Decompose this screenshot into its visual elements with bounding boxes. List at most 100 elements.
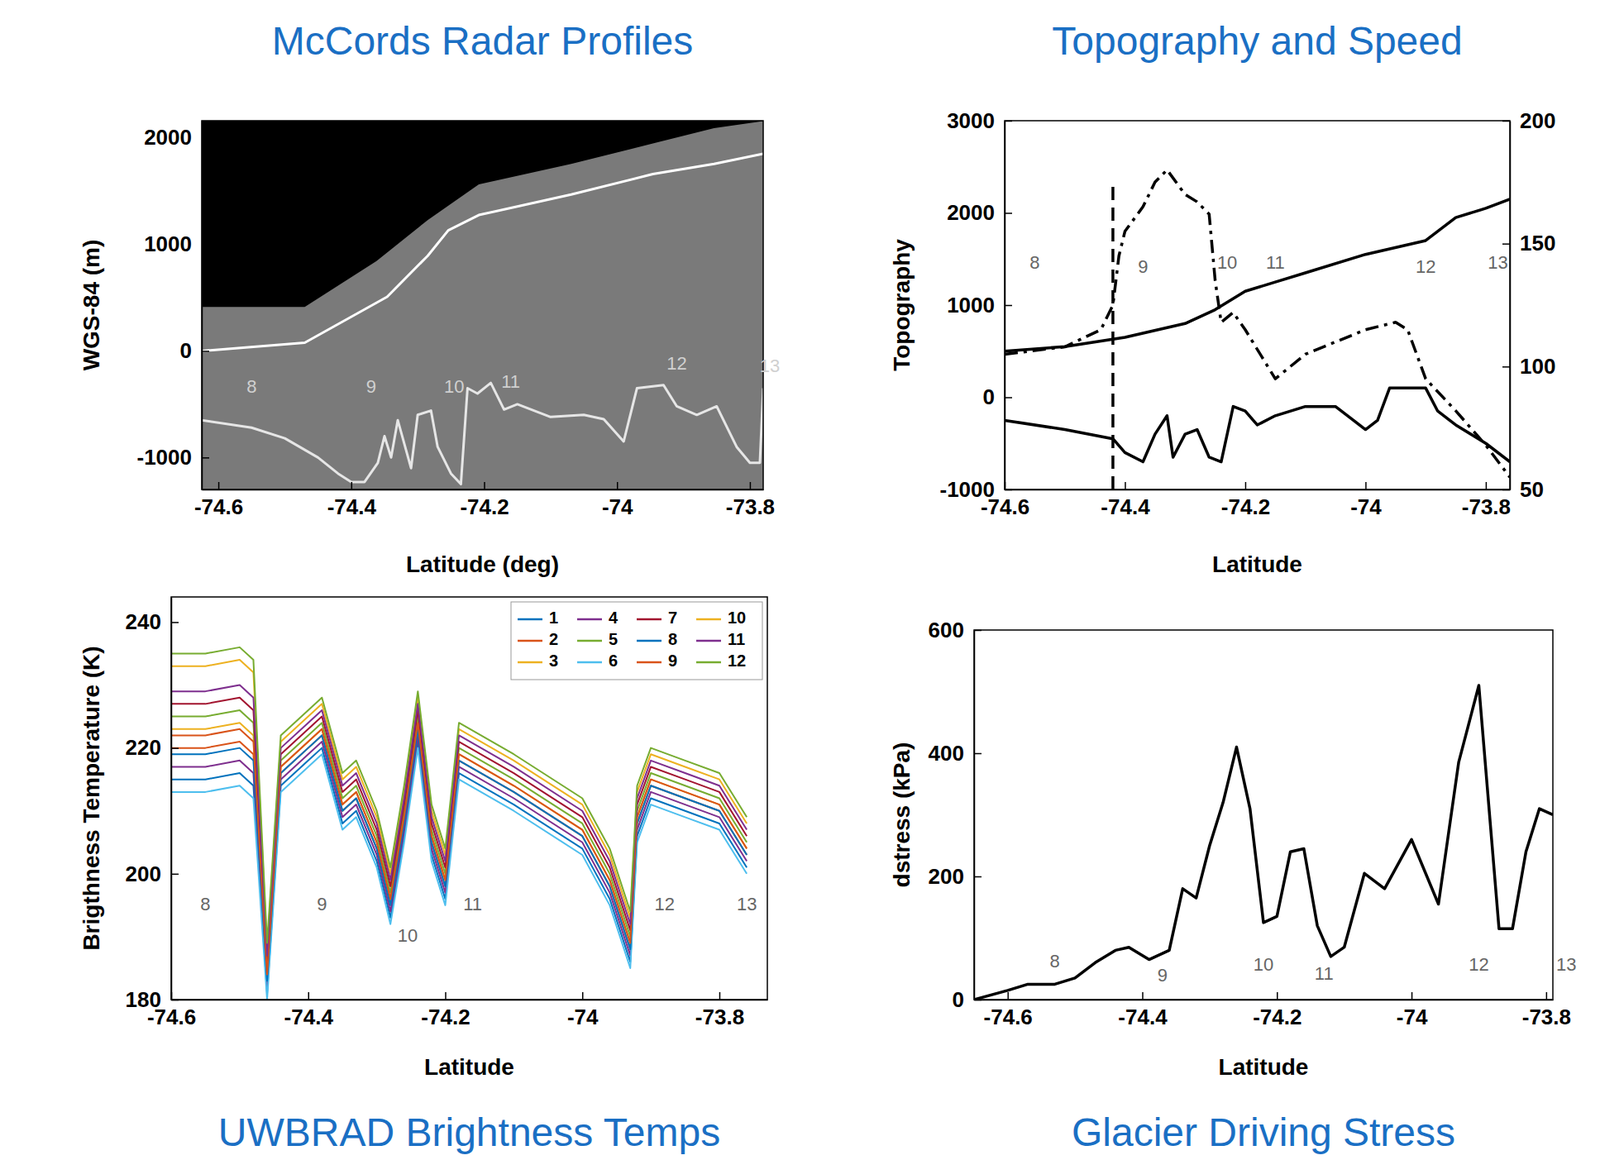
tick-mark — [974, 753, 982, 755]
tick-mark — [1007, 992, 1009, 1000]
legend-label: 4 — [608, 608, 619, 627]
plot-frame — [1004, 120, 1510, 490]
panel-title: McCords Radar Profiles — [272, 19, 693, 63]
tick: 0 — [952, 987, 982, 1013]
tick-label: 1000 — [143, 231, 192, 257]
tick-mark — [1276, 992, 1279, 1000]
x-axis: -74.6-74.4-74.2-74-73.8 — [980, 482, 1511, 520]
legend-swatch — [577, 640, 602, 643]
figure-root: -74.6-74.4-74.2-74-73.8-1000010002000891… — [0, 0, 1600, 1160]
tick-mark — [1004, 396, 1013, 399]
tick-label: 0 — [180, 338, 192, 363]
legend-label: 6 — [608, 651, 618, 670]
tick: -74 — [1350, 482, 1382, 520]
axis-line — [974, 999, 1554, 1002]
annotation: 11 — [1314, 963, 1334, 984]
tick: 200 — [1502, 108, 1556, 134]
panel: -74.6-74.4-74.2-74-73.802004006008910111… — [888, 617, 1577, 1155]
tick: -73.8 — [1461, 482, 1511, 520]
axis-line — [1509, 121, 1512, 491]
legend-swatch — [517, 661, 543, 664]
legend-swatch — [636, 661, 662, 664]
tick-mark — [1141, 992, 1144, 1000]
tick-label: -1000 — [137, 444, 193, 470]
tick-mark — [1502, 120, 1510, 123]
legend: 123456789101112 — [511, 601, 763, 680]
plot-marks — [201, 120, 764, 485]
annotation: 8 — [1029, 252, 1040, 273]
tick-mark — [974, 876, 982, 879]
x-axis-title: Latitude — [1218, 1054, 1309, 1080]
tick-label: -74.2 — [1252, 1004, 1302, 1030]
y2-axis: 50100150200 — [1502, 108, 1556, 502]
annotation: 9 — [316, 893, 327, 915]
tick-label: 2000 — [143, 124, 192, 150]
y-axis-title: Topography — [888, 238, 915, 372]
tick-mark — [444, 992, 447, 1000]
plot-marks — [171, 647, 747, 1000]
tick-mark — [974, 630, 982, 632]
tick-mark — [616, 482, 619, 490]
tick-mark — [582, 992, 584, 1000]
annotation: 13 — [736, 893, 757, 915]
tick-label: 0 — [983, 384, 995, 410]
tick-label: 100 — [1519, 353, 1556, 379]
legend-label: 11 — [727, 630, 746, 649]
plot-frame — [171, 597, 768, 1000]
tick-label: 200 — [928, 864, 965, 889]
plot-background — [171, 597, 768, 1000]
tick-label: -73.8 — [695, 1004, 745, 1030]
tick: -74.2 — [459, 482, 509, 520]
legend-label: 9 — [668, 651, 678, 670]
annotation: 12 — [654, 893, 674, 915]
line — [1004, 169, 1510, 478]
tick-mark — [483, 482, 486, 490]
tick-mark — [1245, 482, 1247, 490]
y-axis-title: WGS-84 (m) — [78, 239, 105, 372]
plot-background — [974, 630, 1553, 1000]
y-axis: 0200400600 — [928, 617, 982, 1013]
tick: -74 — [601, 482, 634, 520]
tick: 1000 — [946, 292, 1013, 318]
tick-label: 600 — [928, 617, 965, 643]
tick-label: 2000 — [946, 200, 995, 225]
annotation: 11 — [463, 893, 483, 915]
tick-mark — [1004, 212, 1013, 215]
x-axis: -74.6-74.4-74.2-74-73.8 — [147, 992, 769, 1030]
tick-mark — [1365, 482, 1367, 490]
tick: -1000 — [137, 444, 211, 470]
tick-mark — [1546, 992, 1548, 1000]
tick-label: 200 — [125, 861, 162, 887]
annotation: 8 — [200, 893, 211, 915]
line — [171, 659, 747, 950]
tick: -74 — [1396, 992, 1429, 1030]
legend-swatch — [636, 618, 662, 621]
tick-mark — [218, 482, 220, 490]
plot-background — [1004, 120, 1510, 490]
tick: 200 — [125, 861, 179, 887]
tick-label: 0 — [952, 987, 965, 1013]
axis-line — [201, 121, 204, 491]
annotation: 10 — [397, 925, 418, 946]
line — [171, 647, 747, 944]
annotation: 11 — [501, 371, 521, 392]
panel-title: Topography and Speed — [1051, 19, 1462, 63]
panel: -74.6-74.4-74.2-74-73.818020022024089101… — [78, 597, 769, 1155]
tick-label: -1000 — [940, 477, 996, 502]
tick-mark — [1485, 482, 1488, 490]
tick-label: -74.4 — [1117, 1004, 1168, 1030]
panel: -74.6-74.4-74.2-74-73.8-1000010002000891… — [78, 19, 780, 578]
line — [1004, 387, 1510, 462]
tick-mark — [171, 999, 179, 1002]
tick: -74.2 — [1252, 992, 1302, 1030]
tick: -74.4 — [327, 482, 378, 520]
axis-line — [171, 597, 173, 1001]
annotation: 8 — [1050, 950, 1061, 972]
tick: 220 — [125, 735, 179, 760]
annotation: 9 — [1137, 256, 1148, 278]
legend-swatch — [577, 618, 602, 621]
legend-swatch — [577, 661, 602, 664]
tick: 150 — [1502, 230, 1556, 256]
tick-label: 220 — [125, 735, 162, 760]
tick-label: -74 — [601, 494, 634, 520]
